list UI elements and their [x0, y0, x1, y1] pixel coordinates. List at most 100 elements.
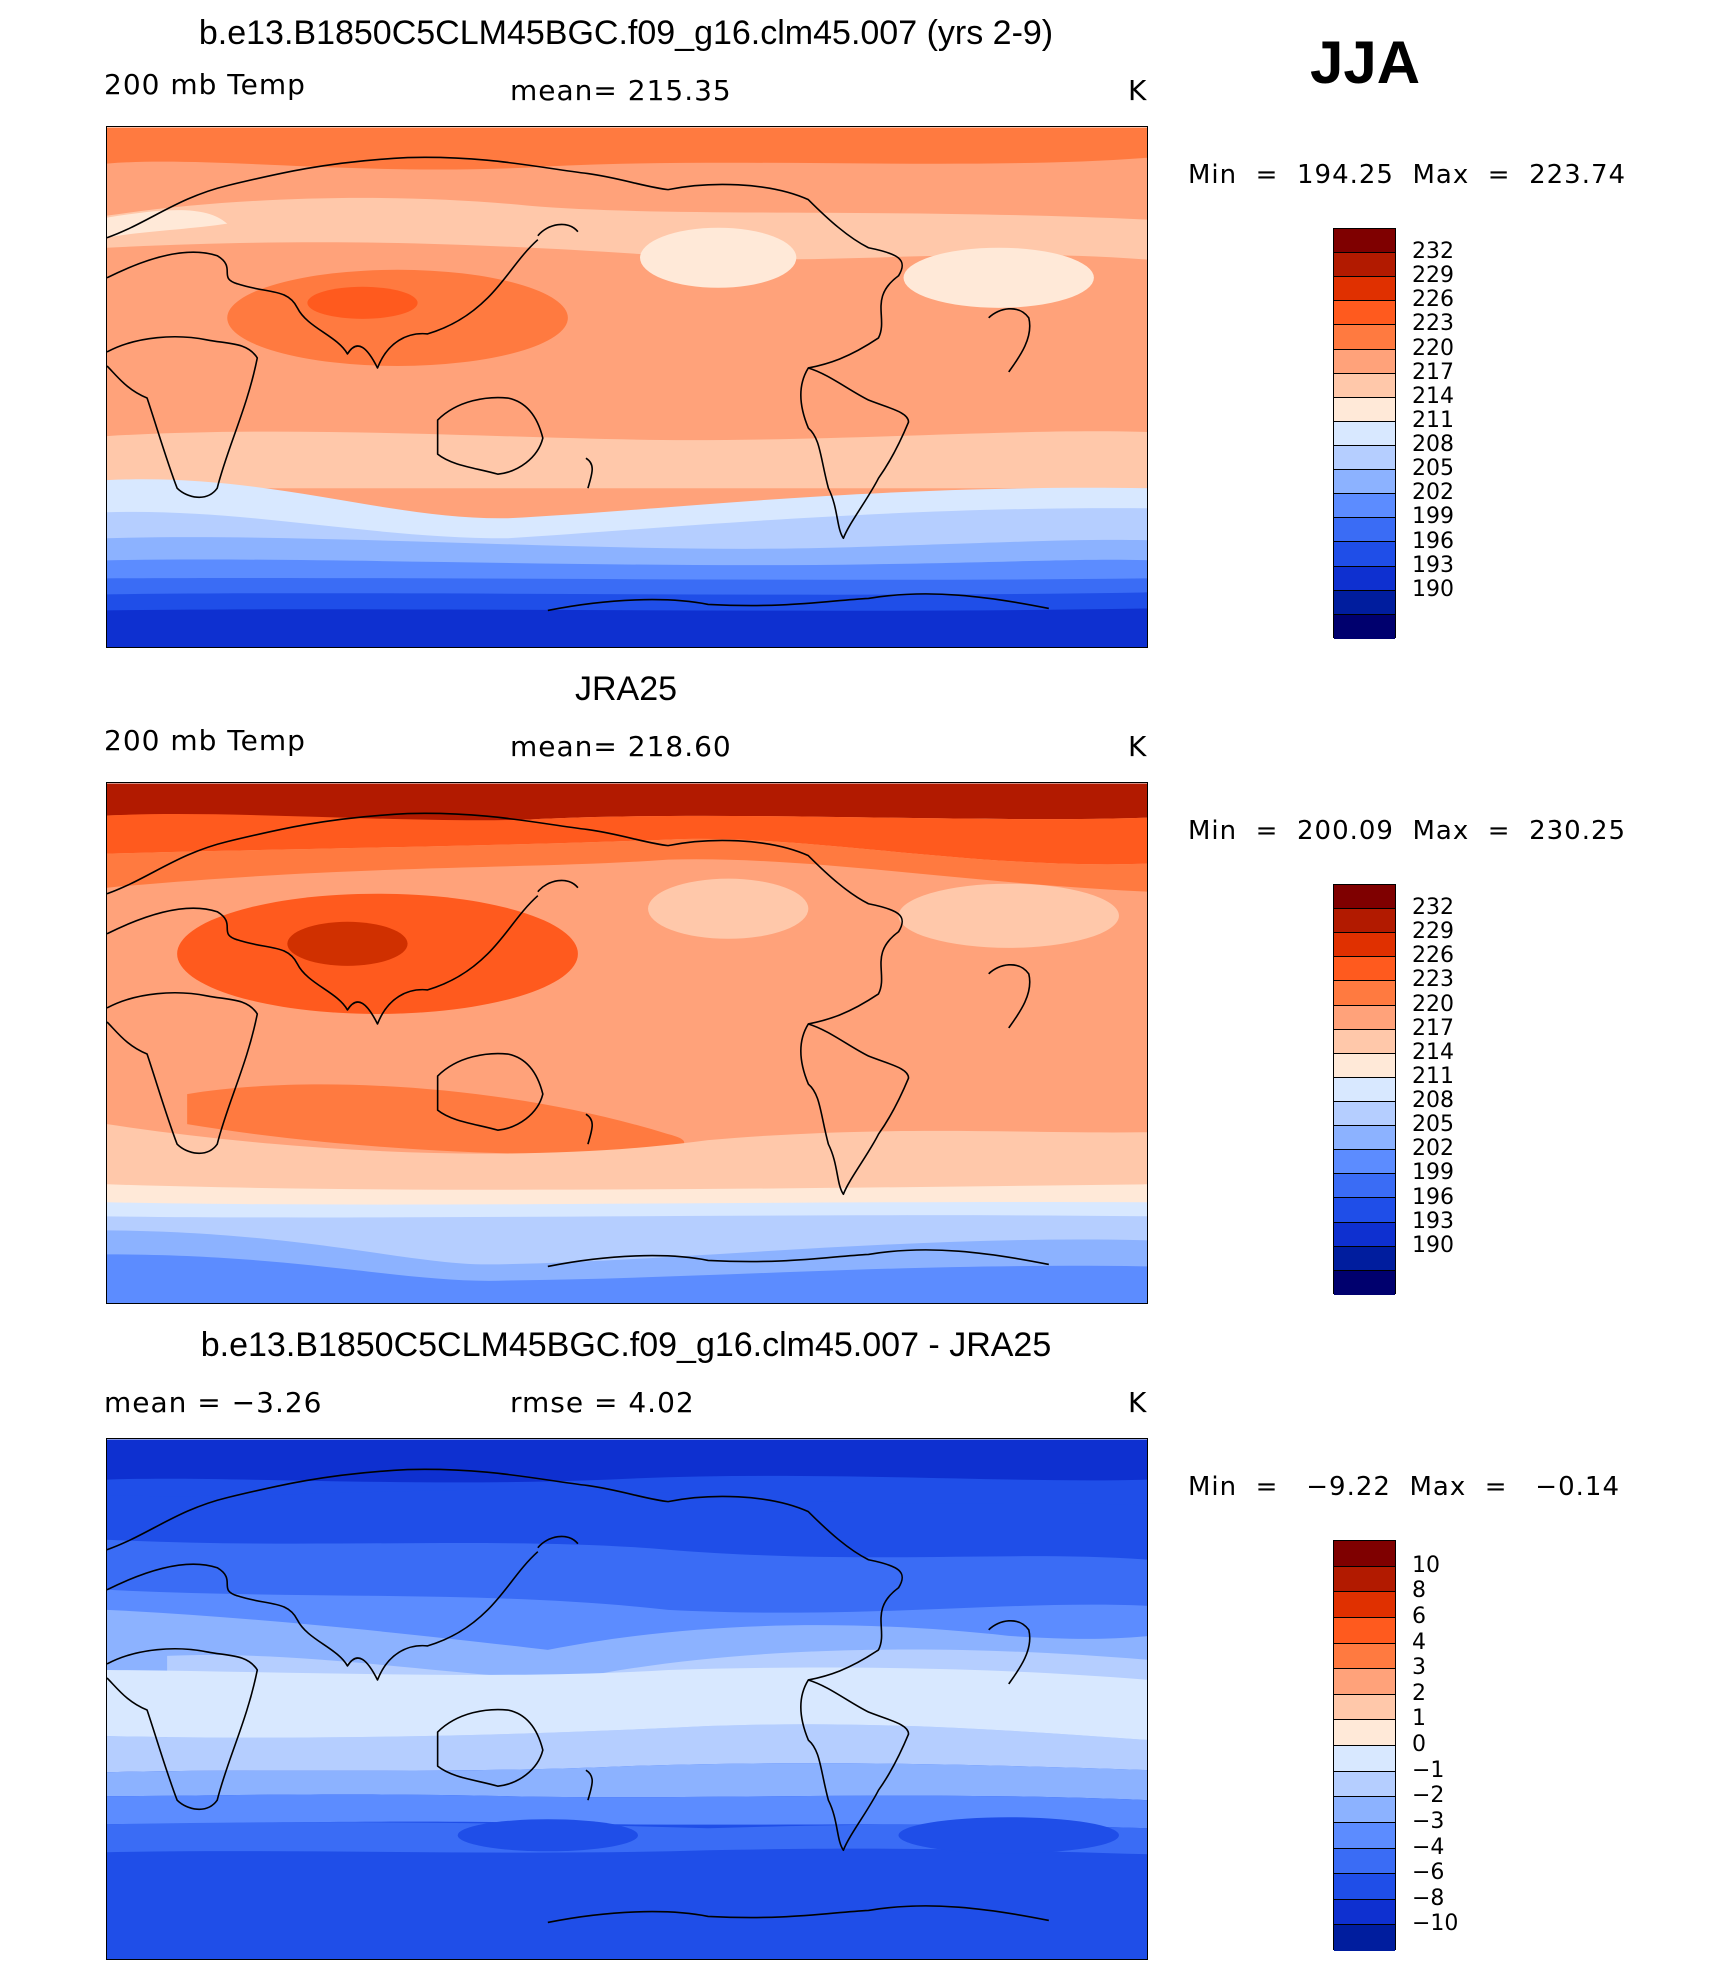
season-label: JJA: [1310, 29, 1421, 96]
panel2-variable-label: 200 mb Temp: [104, 724, 306, 757]
panel1-title: b.e13.B1850C5CLM45BGC.f09_g16.clm45.007 …: [198, 14, 1054, 52]
panel1-contour-plot: [107, 127, 1147, 647]
colorbar-tick-label: −6: [1412, 1860, 1445, 1886]
colorbar-swatch: [1334, 933, 1395, 958]
colorbar-swatch: [1334, 1101, 1395, 1127]
colorbar-tick-label: 0: [1412, 1732, 1426, 1757]
colorbar-tick-label: 220: [1412, 991, 1454, 1017]
colorbar-tick-label: 190: [1412, 1232, 1454, 1258]
panel2-mean-label: mean= 218.60: [510, 730, 732, 763]
panel3-title: b.e13.B1850C5CLM45BGC.f09_g16.clm45.007 …: [200, 1326, 1052, 1364]
colorbar-tick-label: 1: [1412, 1706, 1426, 1732]
colorbar-swatch: [1334, 1005, 1395, 1030]
colorbar-swatch: [1334, 1053, 1395, 1078]
panel2-colorbar: [1333, 884, 1396, 1295]
colorbar-tick-label: 229: [1412, 919, 1454, 945]
colorbar-swatch: [1334, 1029, 1395, 1054]
colorbar-tick-label: 2: [1412, 1680, 1426, 1706]
colorbar-tick-label: 205: [1412, 456, 1454, 482]
colorbar-swatch: [1334, 1174, 1395, 1199]
colorbar-swatch: [1334, 397, 1395, 422]
colorbar-tick-label: 217: [1412, 359, 1454, 385]
colorbar-swatch: [1334, 1746, 1395, 1772]
colorbar-swatch: [1334, 470, 1395, 495]
colorbar-swatch: [1334, 301, 1395, 326]
colorbar-tick-label: 223: [1412, 311, 1454, 337]
colorbar-swatch: [1334, 957, 1395, 982]
colorbar-tick-label: 208: [1412, 432, 1454, 458]
colorbar-tick-label: −3: [1412, 1808, 1445, 1834]
colorbar-swatch: [1334, 1270, 1395, 1295]
colorbar-swatch: [1334, 494, 1395, 519]
colorbar-swatch: [1334, 1899, 1395, 1926]
colorbar-swatch: [1334, 909, 1395, 934]
colorbar-swatch: [1334, 981, 1395, 1006]
colorbar-tick-label: 226: [1412, 287, 1454, 313]
panel2-map: [106, 782, 1148, 1304]
panel1-colorbar-labels: 232 229 226 223 220 217 214 211 208 205 202 199 196 1…: [1412, 228, 1472, 638]
colorbar-swatch: [1334, 1246, 1395, 1271]
colorbar-tick-label: 4: [1412, 1629, 1426, 1655]
colorbar-swatch: [1334, 1617, 1395, 1644]
panel3-map: [106, 1438, 1148, 1960]
colorbar-tick-label: 205: [1412, 1112, 1454, 1138]
colorbar-swatch: [1334, 1694, 1395, 1721]
panel3-minmax: Min = −9.22 Max = −0.14: [1188, 1472, 1620, 1502]
colorbar-tick-label: 202: [1412, 1136, 1454, 1162]
colorbar-swatch: [1334, 614, 1395, 639]
colorbar-tick-label: 3: [1412, 1655, 1426, 1681]
colorbar-tick-label: 199: [1412, 504, 1454, 530]
colorbar-tick-label: −1: [1412, 1757, 1445, 1783]
colorbar-swatch: [1334, 1643, 1395, 1670]
colorbar-swatch: [1334, 1797, 1395, 1823]
colorbar-tick-label: −8: [1412, 1885, 1445, 1911]
panel2-title: JRA25: [574, 670, 678, 708]
colorbar-tick-label: 232: [1412, 239, 1454, 265]
colorbar-swatch: [1334, 1669, 1395, 1695]
panel1-map: [106, 126, 1148, 648]
colorbar-swatch: [1334, 1077, 1395, 1102]
colorbar-swatch: [1334, 1592, 1395, 1618]
colorbar-swatch: [1334, 1198, 1395, 1223]
colorbar-tick-label: 211: [1412, 407, 1454, 433]
colorbar-swatch: [1334, 373, 1395, 398]
colorbar-swatch: [1334, 590, 1395, 615]
panel2-contour-plot: [107, 783, 1147, 1303]
panel3-colorbar-labels: 10 8 6 4 3 2 1 0 −1 −2 −3 −4 −6 −8 −10: [1412, 1540, 1482, 1950]
colorbar-tick-label: −2: [1412, 1783, 1445, 1809]
panel3-units-label: K: [1128, 1386, 1148, 1419]
colorbar-tick-label: 190: [1412, 576, 1454, 602]
panel1-units-label: K: [1128, 74, 1148, 107]
colorbar-swatch: [1334, 325, 1395, 350]
colorbar-swatch: [1334, 1126, 1395, 1151]
colorbar-swatch: [1334, 253, 1395, 278]
colorbar-swatch: [1334, 518, 1395, 543]
colorbar-tick-label: 6: [1412, 1603, 1426, 1629]
panel2-units-label: K: [1128, 730, 1148, 763]
panel3-rmse-label: rmse = 4.02: [510, 1386, 695, 1419]
colorbar-swatch: [1334, 566, 1395, 591]
colorbar-tick-label: 211: [1412, 1063, 1454, 1089]
colorbar-swatch: [1334, 1720, 1395, 1746]
colorbar-tick-label: 193: [1412, 1208, 1454, 1234]
colorbar-swatch: [1334, 1822, 1395, 1849]
colorbar-swatch: [1334, 1541, 1395, 1567]
colorbar-tick-label: 223: [1412, 967, 1454, 993]
colorbar-tick-label: 202: [1412, 480, 1454, 506]
colorbar-swatch: [1334, 229, 1395, 254]
colorbar-tick-label: 214: [1412, 383, 1454, 409]
colorbar-swatch: [1334, 421, 1395, 446]
panel3-contour-plot: [107, 1439, 1147, 1959]
colorbar-tick-label: 226: [1412, 943, 1454, 969]
colorbar-swatch: [1334, 1925, 1395, 1951]
colorbar-swatch: [1334, 1222, 1395, 1247]
colorbar-swatch: [1334, 1771, 1395, 1798]
panel3-colorbar: [1333, 1540, 1396, 1951]
colorbar-tick-label: 232: [1412, 895, 1454, 921]
colorbar-swatch: [1334, 1848, 1395, 1875]
colorbar-swatch: [1334, 1150, 1395, 1175]
colorbar-swatch: [1334, 1874, 1395, 1900]
panel1-mean-label: mean= 215.35: [510, 74, 732, 107]
colorbar-tick-label: 10: [1412, 1552, 1440, 1578]
panel1-colorbar: [1333, 228, 1396, 639]
